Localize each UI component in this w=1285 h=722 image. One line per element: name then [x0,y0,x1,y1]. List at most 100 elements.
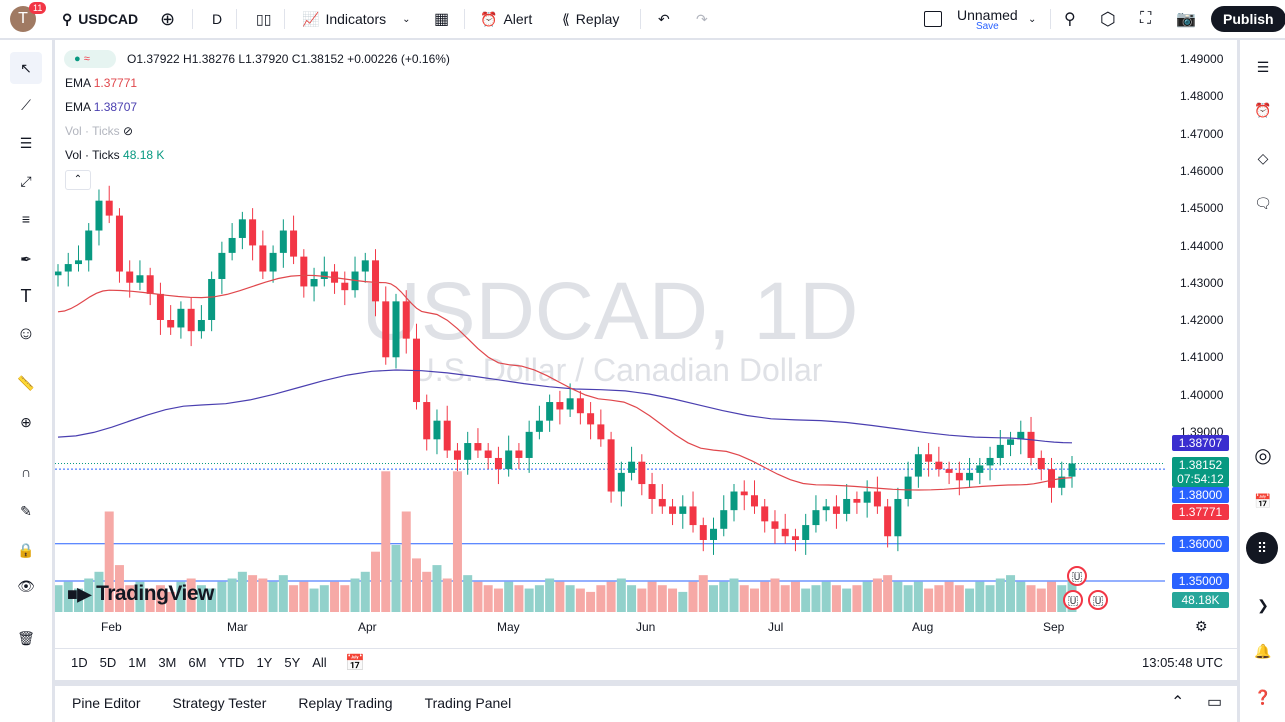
bell-icon: 🔔 [1254,642,1272,659]
candle [925,443,933,477]
range-all[interactable]: All [312,655,327,670]
prediction-tool[interactable]: ≡ [10,203,42,235]
volume-hidden-legend[interactable]: Vol · Ticks ⊘ [65,124,133,138]
candle [1068,456,1076,488]
compare-symbol-button[interactable]: ⊕ [160,0,175,38]
candle [484,443,492,470]
undo-button[interactable]: ↶ [658,0,670,38]
measure-tool[interactable]: 📏 [10,367,42,399]
calendar-button[interactable]: 📅 [1248,486,1278,516]
text-tool[interactable]: T [10,280,42,312]
chart-pane[interactable]: USDCAD, 1D U.S. Dollar / Canadian Dollar… [55,40,1237,648]
chats-button[interactable]: 🗨 [1248,188,1278,218]
remove-drawings-tool[interactable]: 🗑 [10,622,42,654]
fib-tool[interactable]: ☰ [10,127,42,159]
lock-icon: 🔒 [17,541,35,558]
candle [95,189,103,246]
collapse-panel-button[interactable]: ⌃ [1171,692,1184,712]
volume-bar [657,585,667,612]
layers-button[interactable]: ◇ [1248,143,1278,173]
interval-button[interactable]: D [212,0,222,38]
redo-button[interactable]: ↷ [696,0,708,38]
range-5y[interactable]: 5Y [284,655,301,670]
range-6m[interactable]: 6M [188,655,207,670]
range-5d[interactable]: 5D [99,655,117,670]
alert-button[interactable]: ⏰ Alert [480,0,532,38]
apps-button[interactable]: ⠿ [1246,532,1278,564]
magnet-tool[interactable]: ∩ [10,456,42,488]
quick-search-button[interactable]: ⚲ [1064,0,1076,38]
ema-slow-legend[interactable]: EMA 1.38707 [65,100,137,114]
candle [669,498,677,526]
candle [556,390,564,425]
ema-fast-legend[interactable]: EMA 1.37771 [65,76,137,90]
axis-settings-button[interactable]: ⚙ [1195,618,1208,635]
replay-button[interactable]: ⟪ Replay [562,0,619,38]
stay-drawing-tool[interactable]: ✎ [10,495,42,527]
brush-tool[interactable]: ✒ [10,243,42,275]
notifications-button[interactable]: 🔔 [1248,636,1278,666]
settings-button[interactable]: ⬡ [1100,0,1116,38]
price-plot[interactable] [55,40,1165,648]
chart-type-button[interactable]: ▯▯ [256,0,271,38]
trend-line-icon: ⟋ [21,96,31,113]
alerts-button[interactable]: ⏰ [1248,95,1278,125]
tab-strategy-tester[interactable]: Strategy Tester [172,695,267,711]
clock-button[interactable]: 13:05:48 UTC [1142,655,1223,670]
symbol-search-button[interactable]: ⚲ USDCAD [62,0,138,38]
us-event-flag-icon[interactable]: 🇺 [1063,590,1083,610]
sliders-icon: ≡ [21,211,31,227]
snapshot-button[interactable]: 📷 [1176,0,1196,38]
time-axis-label: Feb [101,620,122,634]
range-1y[interactable]: 1Y [256,655,273,670]
ema-slow-price-badge: 1.38707 [1172,435,1229,451]
tab-replay-trading[interactable]: Replay Trading [298,695,393,711]
tab-pine-editor[interactable]: Pine Editor [72,695,141,711]
templates-button[interactable]: ▦ [434,0,449,38]
price-axis-label: 1.45000 [1180,201,1224,216]
time-axis-label: May [497,620,520,634]
zoom-tool[interactable]: ⊕ [10,406,42,438]
layout-name-button[interactable]: Unnamed Save [957,0,1018,38]
layout-menu-button[interactable]: ⌄ [1028,0,1036,38]
volume-bar [934,585,944,612]
tab-trading-panel[interactable]: Trading Panel [424,695,512,711]
watchlist-button[interactable]: ☰ [1248,52,1278,82]
lock-drawings-tool[interactable]: 🔒 [10,534,42,566]
cursor-tool[interactable]: ↖ [10,52,42,84]
collapse-legend-button[interactable]: ⌃ [65,170,91,190]
volume-bar [913,581,923,612]
streams-button[interactable]: ❯ [1248,590,1278,620]
volume-bar [391,545,401,612]
date-range-button[interactable]: 📅 [345,653,365,673]
maximize-panel-button[interactable]: ▭ [1207,692,1222,712]
help-button[interactable]: ❓ [1248,682,1278,712]
candle [955,461,963,496]
candle [607,431,615,503]
emoji-tool[interactable]: ☺ [10,317,42,349]
volume-legend[interactable]: Vol · Ticks 48.18 K [65,148,164,162]
us-event-flag-icon[interactable]: 🇺 [1067,566,1087,586]
range-ytd[interactable]: YTD [218,655,245,670]
range-3m[interactable]: 3M [158,655,177,670]
publish-button[interactable]: Publish [1211,6,1285,32]
volume-bar [842,588,852,612]
hide-drawings-tool[interactable]: 👁 [10,570,42,602]
candle [843,484,851,522]
avatar[interactable]: T 11 [10,0,47,38]
fullscreen-button[interactable]: ⛶ [1140,0,1151,38]
indicators-button[interactable]: 📈 Indicators ⌄ [302,0,411,38]
candle [136,260,144,291]
target-button[interactable]: ◎ [1248,440,1278,470]
volume-bar [493,588,503,612]
trend-line-tool[interactable]: ⟋ [10,89,42,121]
layout-toggle-button[interactable] [924,0,942,38]
range-1m[interactable]: 1M [128,655,147,670]
eye-off-icon[interactable]: ⊘ [123,124,134,138]
us-event-flag-icon[interactable]: 🇺 [1088,590,1108,610]
candle [474,428,482,458]
market-status[interactable]: ● ≈ [64,50,116,68]
candle [587,402,595,440]
pattern-tool[interactable]: ⤢ [10,165,42,197]
range-1d[interactable]: 1D [71,655,88,670]
